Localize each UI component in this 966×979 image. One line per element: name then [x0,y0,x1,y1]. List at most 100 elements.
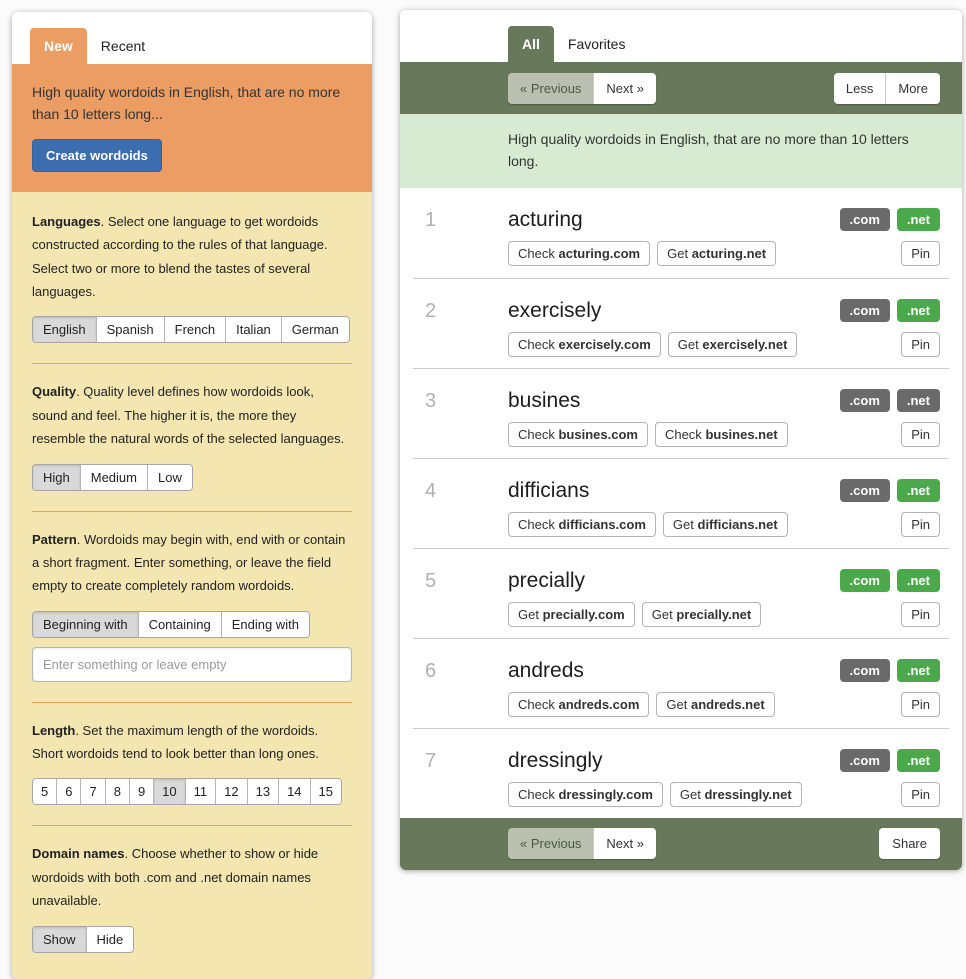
language-french[interactable]: French [163,317,226,343]
wordoid-name[interactable]: dressingly [508,748,603,772]
pin-button[interactable]: Pin [901,601,940,627]
quality-selector: High Medium Low [32,463,193,491]
wordoid-name[interactable]: acturing [508,207,583,231]
length-11[interactable]: 11 [184,779,216,805]
language-english[interactable]: English [33,317,96,343]
pattern-beginning-with[interactable]: Beginning with [33,611,138,637]
wordoid-row: 3 busines .com .net Check busines.com Ch… [413,367,949,458]
create-wordoids-button[interactable]: Create wordoids [32,138,162,172]
word-line: acturing .com .net [413,208,940,232]
wordoid-name[interactable]: busines [508,388,581,412]
com-action-button[interactable]: Check exercisely.com [508,331,661,357]
wordoid-name[interactable]: andreds [508,658,584,682]
less-button[interactable]: Less [833,72,886,104]
quality-low[interactable]: Low [147,464,192,490]
next-button-top[interactable]: Next » [593,72,656,104]
tab-favorites[interactable]: Favorites [567,36,626,52]
previous-button-bottom[interactable]: « Previous [508,828,594,860]
more-button[interactable]: More [885,72,940,104]
language-german[interactable]: German [280,317,349,343]
length-15[interactable]: 15 [309,779,342,805]
tab-all[interactable]: All [508,26,554,62]
pin-button[interactable]: Pin [901,421,940,447]
pin-button[interactable]: Pin [901,331,940,357]
net-action-button[interactable]: Check busines.net [654,421,788,447]
word-line: precially .com .net [413,569,940,593]
pattern-input[interactable] [32,646,352,682]
pin-button[interactable]: Pin [901,511,940,537]
wordoid-name[interactable]: precially [508,568,586,592]
length-10[interactable]: 10 [153,779,185,805]
wordoid-name[interactable]: exercisely [508,298,602,322]
word-line: busines .com .net [413,389,940,413]
row-number: 6 [425,659,437,682]
com-action-button[interactable]: Check busines.com [508,421,648,447]
com-action-button[interactable]: Check acturing.com [508,240,651,266]
wordoid-row: 5 precially .com .net Get precially.com … [413,547,949,638]
languages-description: Languages. Select one language to get wo… [32,210,352,304]
domains-show[interactable]: Show [33,926,86,952]
length-5[interactable]: 5 [33,779,57,805]
languages-description-text: . Select one language to get wordoids co… [32,213,328,299]
net-badge: .net [896,659,940,683]
net-action-button[interactable]: Get difficians.net [662,511,788,537]
net-action-button[interactable]: Get dressingly.net [669,781,802,807]
net-action-button[interactable]: Get exercisely.net [667,331,798,357]
pattern-ending-with[interactable]: Ending with [220,611,309,637]
wordoid-row: 4 difficians .com .net Check difficians.… [413,457,949,548]
com-action-button[interactable]: Check difficians.com [508,511,656,537]
pattern-description: Pattern. Wordoids may begin with, end wi… [32,528,352,598]
length-13[interactable]: 13 [246,779,279,805]
quality-medium[interactable]: Medium [79,464,147,490]
tab-recent[interactable]: Recent [100,38,146,54]
wordoid-row: 6 andreds .com .net Check andreds.com Ge… [413,637,949,728]
quality-description: Quality. Quality level defines how wordo… [32,380,352,450]
tab-new[interactable]: New [30,28,87,64]
net-action-button[interactable]: Get precially.net [641,601,762,627]
action-line: Check difficians.com Get difficians.net … [413,511,940,537]
com-action-button[interactable]: Get precially.com [508,601,635,627]
word-line: difficians .com .net [413,479,940,503]
length-description: Length. Set the maximum length of the wo… [32,719,352,766]
pin-button[interactable]: Pin [901,781,940,807]
com-action-button[interactable]: Check andreds.com [508,691,650,717]
pattern-mode-selector: Beginning with Containing Ending with [32,610,310,638]
net-badge: .net [896,299,940,323]
share-button[interactable]: Share [879,828,940,860]
wordoid-name[interactable]: difficians [508,478,590,502]
next-button-bottom[interactable]: Next » [593,828,656,860]
pattern-description-text: . Wordoids may begin with, end with or c… [32,531,346,594]
length-8[interactable]: 8 [104,779,129,805]
length-9[interactable]: 9 [128,779,154,805]
domains-hide[interactable]: Hide [85,926,134,952]
net-action-button[interactable]: Get andreds.net [656,691,775,717]
results-panel: All Favorites « Previous Next » Less Mor… [400,10,962,870]
results-toolbar: « Previous Next » Less More [400,62,962,114]
com-badge: .com [839,389,890,413]
length-title: Length [32,722,76,738]
net-badge: .net [896,749,940,773]
quality-high[interactable]: High [33,464,80,490]
length-6[interactable]: 6 [56,779,81,805]
pagination-top: « Previous Next » [508,72,656,104]
language-spanish[interactable]: Spanish [95,317,164,343]
section-pattern: Pattern. Wordoids may begin with, end wi… [32,510,352,702]
net-action-button[interactable]: Get acturing.net [657,240,777,266]
net-badge: .net [896,208,940,232]
net-badge: .net [896,389,940,413]
length-12[interactable]: 12 [215,779,247,805]
language-italian[interactable]: Italian [225,317,281,343]
pin-button[interactable]: Pin [901,691,940,717]
length-7[interactable]: 7 [80,779,105,805]
domain-badges: .com .net [839,749,940,773]
pin-button[interactable]: Pin [901,240,940,266]
length-selector: 5 6 7 8 9 10 11 12 13 14 15 [32,778,343,806]
com-action-button[interactable]: Check dressingly.com [508,781,663,807]
net-badge: .net [896,479,940,503]
length-14[interactable]: 14 [278,779,310,805]
row-number: 2 [425,299,437,322]
pagination-bottom: « Previous Next » [508,828,656,860]
previous-button-top[interactable]: « Previous [508,72,594,104]
action-line: Get precially.com Get precially.net Pin [413,601,940,627]
pattern-containing[interactable]: Containing [137,611,221,637]
